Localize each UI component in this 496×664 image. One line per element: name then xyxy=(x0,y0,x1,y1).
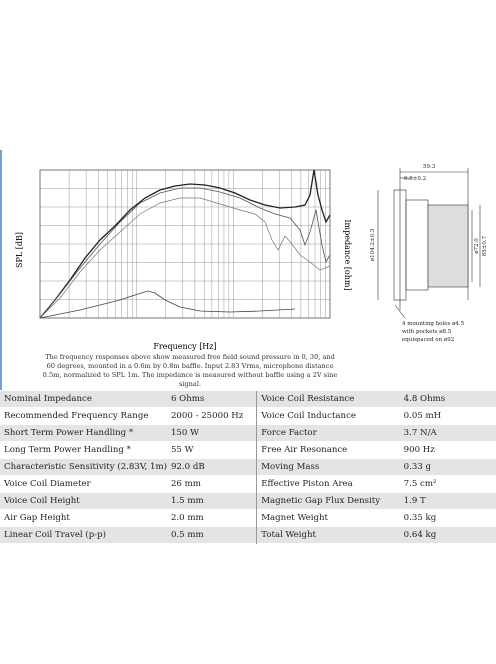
spec-label: Magnetic Gap Flux Density xyxy=(256,492,400,510)
spec-value: 7.5 cm² xyxy=(403,479,437,489)
spec-value: 150 W xyxy=(166,424,258,442)
spec-label: Voice Coil Height xyxy=(0,492,167,510)
spec-label: Characteristic Sensitivity (2.83V, 1m) xyxy=(0,458,167,476)
spec-row: Air Gap Height 2.0 mm Magnet Weight 0.35 kg xyxy=(0,509,496,527)
drawing-note: 4 mounting holes ø4.5 xyxy=(402,321,465,327)
spec-label: Voice Coil Diameter xyxy=(4,479,91,489)
spec-value: 92.0 dB xyxy=(166,458,258,476)
spec-value: 26 mm xyxy=(166,475,258,493)
spec-value: 6 Ohms xyxy=(166,391,258,408)
spec-value: 0.35 kg xyxy=(403,513,437,523)
spec-value: 55 W xyxy=(166,441,258,459)
dim-body: 85±0.7 xyxy=(482,235,488,256)
spec-value: 0.05 mH xyxy=(403,411,442,421)
spec-label: Linear Coil Travel (p-p) xyxy=(0,526,167,544)
spec-label: Voice Coil Inductance xyxy=(261,411,356,421)
drawing-note: equispaced on ø92 xyxy=(402,337,454,343)
dim-inner: ø72.0 xyxy=(474,238,480,254)
spec-value: 2000 - 25000 Hz xyxy=(166,407,258,425)
chart-frame xyxy=(39,169,331,319)
spec-label: Nominal Impedance xyxy=(0,391,167,408)
spec-value: 900 Hz xyxy=(403,445,435,455)
spec-row: Linear Coil Travel (p-p) 0.5 mm Total Weig… xyxy=(0,526,496,544)
spec-value: 1.9 T xyxy=(399,492,496,510)
spec-row: Recommended Frequency Range 2000 - 25000 … xyxy=(0,407,496,425)
impedance-curve xyxy=(39,290,296,319)
spec-row: Long Term Power Handling * 55 W Free Air R… xyxy=(0,441,496,459)
spec-label: Moving Mass xyxy=(256,458,400,476)
spec-row: Nominal Impedance 6 Ohms Voice Coil Resist… xyxy=(0,391,496,408)
spec-label: Short Term Power Handling * xyxy=(0,424,167,442)
spec-label: Recommended Frequency Range xyxy=(4,411,149,421)
spec-row: Characteristic Sensitivity (2.83V, 1m) 92… xyxy=(0,458,496,476)
spec-table: Nominal Impedance 6 Ohms Voice Coil Resist… xyxy=(0,391,496,544)
spec-label: Total Weight xyxy=(256,526,400,544)
spl-60 xyxy=(39,197,331,319)
x-axis-label: Frequency [Hz] xyxy=(153,342,216,351)
spec-value: 2.0 mm xyxy=(166,509,258,527)
drawing-note: with pockets ø8.5 xyxy=(402,329,452,335)
spec-label: Effective Piston Area xyxy=(261,479,353,489)
figures: SPL [dB] Frequency [Hz] Impedance [ohm] … xyxy=(0,150,488,390)
spec-label: Magnet Weight xyxy=(261,513,328,523)
chart-grid xyxy=(40,170,330,318)
spl-30 xyxy=(39,187,331,319)
dim-overall: 59.3 xyxy=(423,164,436,170)
spec-label: Air Gap Height xyxy=(4,513,70,523)
mechanical-drawing xyxy=(377,168,481,319)
y-axis-label: SPL [dB] xyxy=(15,232,24,268)
spec-row: Voice Coil Diameter 26 mm Effective Piston… xyxy=(0,475,496,493)
spl-curve xyxy=(39,169,331,319)
dim-flange: 6.0±0.2 xyxy=(404,176,426,182)
spec-value: 0.5 mm xyxy=(166,526,258,544)
spec-label: Free Air Resonance xyxy=(261,445,348,455)
caption: The frequency responses above show measu… xyxy=(42,353,338,388)
spec-label: Voice Coil Resistance xyxy=(256,391,400,408)
spec-label: Long Term Power Handling * xyxy=(4,445,131,455)
spec-label: Force Factor xyxy=(256,424,400,442)
spec-row: Voice Coil Height 1.5 mm Magnetic Gap Flux… xyxy=(0,492,496,510)
spec-row: Short Term Power Handling * 150 W Force Fa… xyxy=(0,424,496,442)
spec-value: 4.8 Ohms xyxy=(399,391,496,408)
dim-outer: ø104.2±0.3 xyxy=(370,228,376,261)
spec-value: 1.5 mm xyxy=(166,492,258,510)
spec-value: 3.7 N/A xyxy=(399,424,496,442)
spec-value: 0.64 kg xyxy=(399,526,496,544)
y2-axis-label: Impedance [ohm] xyxy=(343,219,352,290)
spec-value: 0.33 g xyxy=(399,458,496,476)
